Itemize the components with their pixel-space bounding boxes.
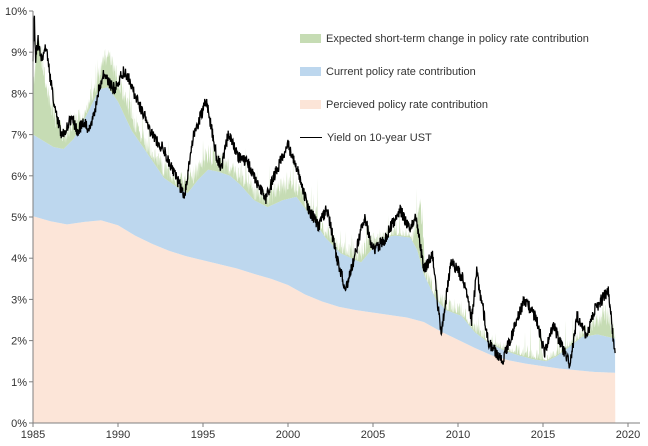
- y-tick-label: 9%: [11, 47, 27, 59]
- legend-label: Expected short-term change in policy rat…: [326, 32, 589, 45]
- x-tick-label: 1985: [21, 429, 45, 441]
- area-current: [33, 87, 616, 373]
- legend-label: Percieved policy rate contribution: [326, 98, 489, 111]
- legend-item-4: Yield on 10-year UST: [300, 121, 589, 154]
- y-tick-label: 6%: [11, 171, 27, 183]
- legend-label: Current policy rate contribution: [326, 65, 476, 78]
- yield-line: [32, 15, 616, 369]
- legend-color-swatch-icon: [300, 100, 321, 109]
- legend-label: Yield on 10-year UST: [327, 131, 432, 144]
- legend-item-2: Current policy rate contribution: [300, 55, 589, 88]
- x-tick-label: 1990: [106, 429, 130, 441]
- x-tick-label: 2020: [616, 429, 640, 441]
- x-tick-label: 2015: [531, 429, 555, 441]
- x-tick-label: 1995: [191, 429, 215, 441]
- legend-color-swatch-icon: [300, 34, 321, 43]
- x-tick-label: 2000: [276, 429, 300, 441]
- legend-line-swatch-icon: [300, 137, 322, 138]
- y-tick-label: 8%: [11, 88, 27, 100]
- y-tick-label: 4%: [11, 253, 27, 265]
- legend-color-swatch-icon: [300, 67, 321, 76]
- y-tick-label: 5%: [11, 212, 27, 224]
- legend-item-3: Percieved policy rate contribution: [300, 88, 589, 121]
- chart-legend: Expected short-term change in policy rat…: [300, 22, 589, 154]
- x-tick-label: 2010: [446, 429, 470, 441]
- legend-item-1: Expected short-term change in policy rat…: [300, 22, 589, 55]
- y-tick-label: 7%: [11, 130, 27, 142]
- y-tick-label: 2%: [11, 336, 27, 348]
- y-tick-label: 0%: [11, 418, 27, 430]
- y-tick-label: 1%: [11, 377, 27, 389]
- y-tick-label: 3%: [11, 294, 27, 306]
- area-perceived: [33, 216, 616, 423]
- y-tick-label: 10%: [5, 6, 27, 18]
- x-tick-label: 2005: [361, 429, 385, 441]
